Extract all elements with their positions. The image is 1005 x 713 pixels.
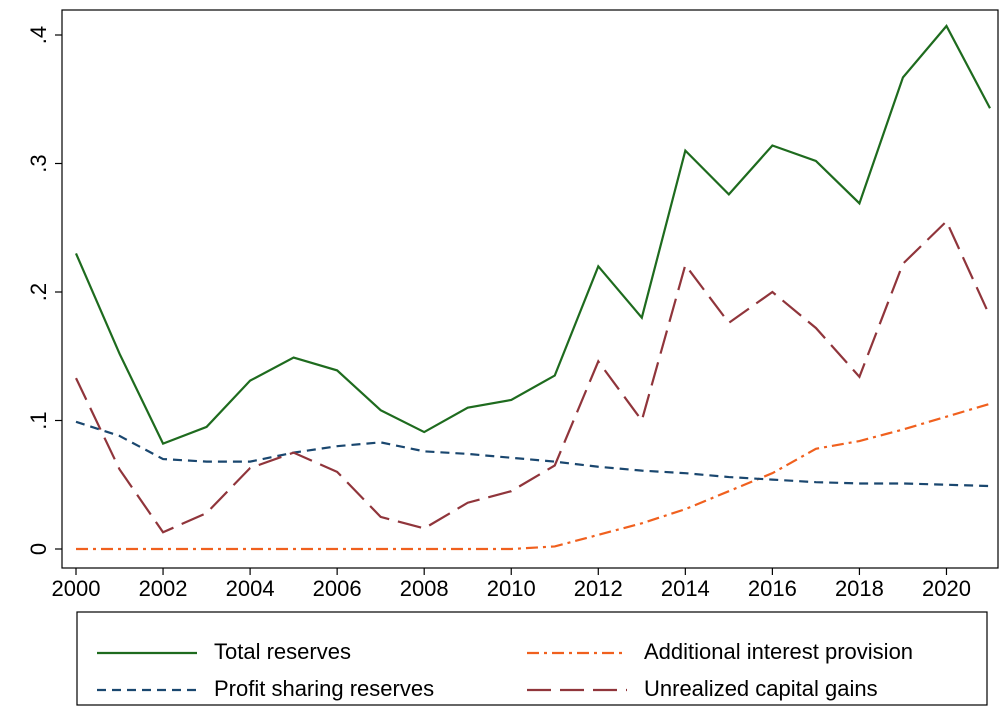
x-tick-label: 2006	[313, 576, 362, 601]
x-tick-label: 2010	[487, 576, 536, 601]
x-tick-label: 2016	[748, 576, 797, 601]
x-tick-label: 2000	[52, 576, 101, 601]
x-tick-label: 2002	[139, 576, 188, 601]
y-tick-label: 0	[26, 543, 51, 555]
x-tick-label: 2020	[922, 576, 971, 601]
y-tick-label: .4	[26, 26, 51, 44]
legend-label: Profit sharing reserves	[214, 676, 434, 701]
y-tick-label: .3	[26, 154, 51, 172]
series-line	[75, 420, 991, 488]
series-line	[75, 219, 992, 534]
series-line	[76, 402, 991, 551]
x-tick-label: 2008	[400, 576, 449, 601]
x-tick-label: 2018	[835, 576, 884, 601]
legend-label: Additional interest provision	[644, 639, 913, 664]
legend-box	[76, 611, 988, 706]
y-tick-label: .1	[26, 411, 51, 429]
x-tick-label: 2004	[226, 576, 275, 601]
y-tick-label: .2	[26, 283, 51, 301]
x-tick-label: 2012	[574, 576, 623, 601]
legend-label: Unrealized capital gains	[644, 676, 878, 701]
plot-frame	[61, 9, 999, 569]
legend-label: Total reserves	[214, 639, 351, 664]
series-line	[74, 24, 991, 446]
x-tick-label: 2014	[661, 576, 710, 601]
